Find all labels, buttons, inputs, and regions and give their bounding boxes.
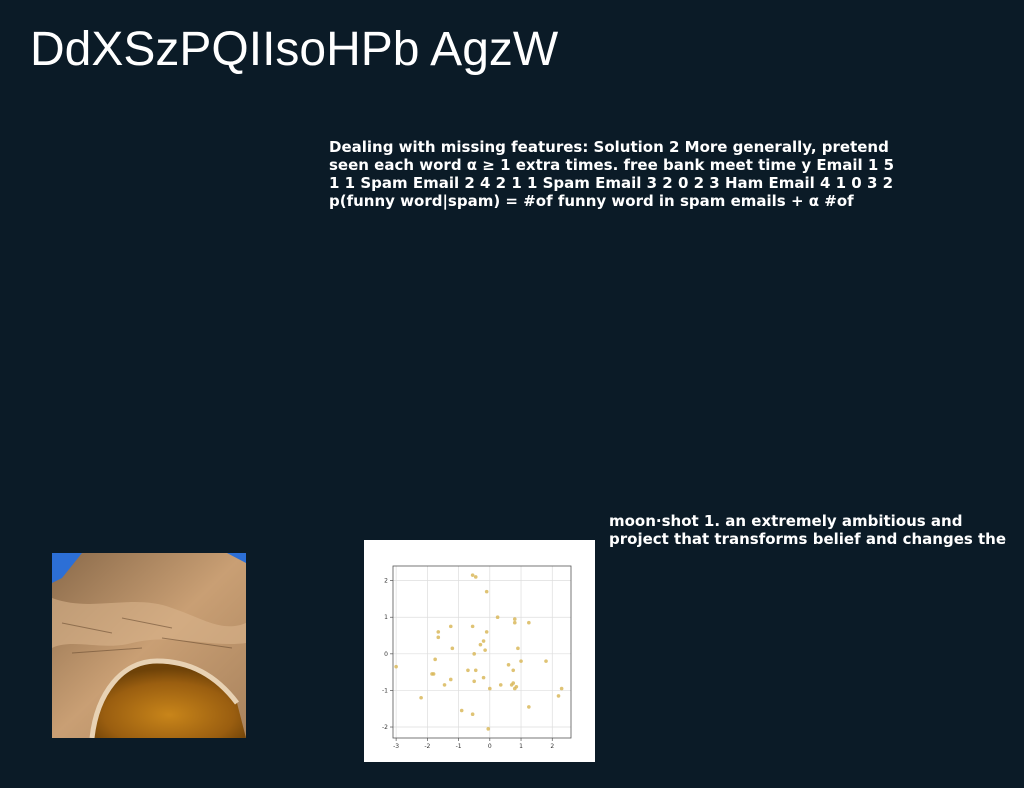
x-tick-label: -2: [424, 743, 430, 750]
scatter-point: [527, 620, 531, 625]
scatter-plot-svg: -3 -2 -1 0 1 2 -2 -1 0 1 2: [382, 565, 572, 750]
scatter-plot: -3 -2 -1 0 1 2 -2 -1 0 1 2: [364, 540, 595, 762]
y-tick-label: 2: [384, 578, 388, 585]
scatter-point: [544, 659, 548, 663]
slide-text-naive-bayes: Dealing with missing features: Solution …: [329, 138, 1024, 210]
x-tick-label: -3: [393, 743, 399, 750]
page-title: DdXSzPQIIsoHPb AgzW: [30, 23, 559, 76]
scatter-point: [433, 657, 437, 662]
scatter-point: [484, 589, 489, 594]
x-tick-label: 0: [488, 743, 492, 750]
text-line: project that transforms belief and chang…: [609, 530, 1007, 548]
scatter-point: [436, 635, 441, 640]
scatter-point: [511, 668, 516, 673]
text-line: moon·shot 1. an extremely ambitious and: [609, 512, 963, 530]
scatter-point: [556, 694, 561, 698]
scatter-point: [481, 639, 486, 643]
scatter-point: [481, 675, 486, 680]
scatter-point: [466, 668, 470, 673]
scatter-point: [436, 630, 441, 634]
scatter-point: [486, 727, 491, 731]
scatter-point: [484, 630, 489, 634]
y-tick-label: 0: [384, 651, 388, 658]
scatter-point: [459, 708, 464, 713]
scatter-point: [442, 683, 447, 687]
scatter-point: [448, 677, 453, 682]
scatter-point: [473, 668, 478, 673]
scatter-point: [498, 683, 503, 687]
scatter-point: [527, 705, 531, 709]
scatter-point: [394, 664, 398, 669]
scatter-point: [448, 624, 453, 629]
scatter-point: [506, 663, 511, 667]
scatter-point: [488, 686, 492, 691]
scatter-point: [512, 617, 517, 621]
text-line: seen each word α ≥ 1 extra times. free b…: [329, 156, 895, 174]
scatter-point: [470, 624, 475, 629]
x-tick-label: -1: [456, 743, 462, 750]
text-line: 1 1 Spam Email 2 4 2 1 1 Spam Email 3 2 …: [329, 174, 894, 192]
scatter-point: [470, 712, 475, 717]
scatter-point: [478, 642, 483, 647]
scatter-point: [495, 615, 500, 620]
slide-text-moonshot: moon·shot 1. an extremely ambitious and …: [609, 512, 1024, 548]
scatter-point: [450, 646, 455, 651]
scatter-point: [512, 620, 517, 625]
scatter-point: [512, 686, 517, 691]
scatter-point: [470, 573, 475, 577]
scatter-point: [473, 575, 478, 579]
scatter-point: [509, 683, 514, 687]
scatter-point: [419, 695, 423, 700]
text-line: p(funny word|spam) = #of funny word in s…: [329, 192, 854, 210]
canyon-photo-graphic: [52, 553, 246, 738]
y-tick-label: -2: [382, 724, 388, 731]
y-tick-label: -1: [382, 687, 388, 694]
y-tick-label: 1: [384, 614, 388, 621]
scatter-point: [519, 659, 523, 663]
x-tick-label: 2: [550, 743, 554, 750]
scatter-point: [472, 679, 476, 684]
x-tick-label: 1: [519, 743, 523, 750]
scatter-point: [516, 646, 520, 651]
scatter-point: [483, 648, 487, 652]
scatter-point: [430, 672, 434, 676]
text-line: Dealing with missing features: Solution …: [329, 138, 889, 156]
canyon-photo-icon: [52, 553, 246, 738]
plot-frame: [392, 565, 572, 739]
scatter-point: [559, 686, 564, 691]
scatter-point: [472, 652, 476, 656]
